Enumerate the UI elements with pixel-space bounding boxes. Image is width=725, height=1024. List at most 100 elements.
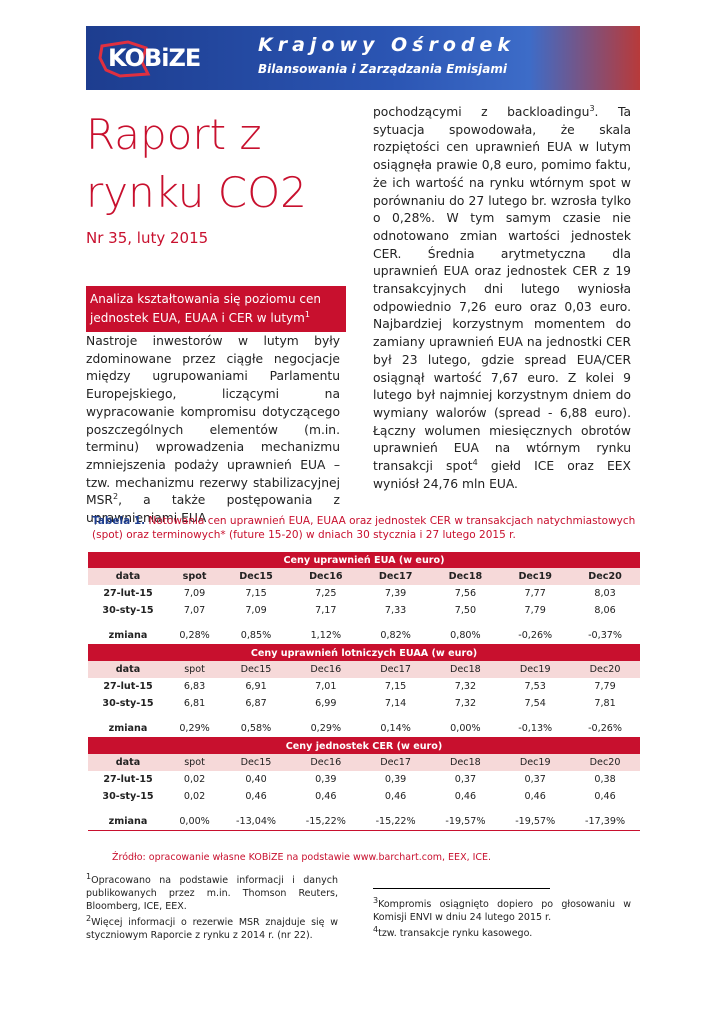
column-header: Dec19 xyxy=(500,661,571,678)
spacer xyxy=(88,712,640,720)
data-row: 27-lut-15 6,83 6,91 7,01 7,15 7,32 7,53 7,79 xyxy=(88,678,640,695)
footnote-number: 1 xyxy=(86,871,92,881)
cell: 0,46 xyxy=(594,791,616,802)
cell: 0,46 xyxy=(315,791,337,802)
footnote-ref: 1 xyxy=(304,310,310,319)
body-left: Nastroje inwestorów w lutym były zdomino… xyxy=(86,333,340,528)
summary-box: Analiza kształtowania się poziomu cen je… xyxy=(86,286,346,332)
header-title: Krajowy Ośrodek xyxy=(258,34,516,56)
footnote: 3Kompromis osiągnięto dopiero po głosowa… xyxy=(373,895,631,924)
row-label: zmiana xyxy=(88,813,168,831)
cell: 0,40 xyxy=(245,774,267,785)
footnote-number: 4 xyxy=(373,924,379,934)
column-header: data xyxy=(88,568,168,585)
section-header: Ceny jednostek CER (w euro) xyxy=(88,737,640,754)
footnote: 2Więcej informacji o rezerwie MSR znajdu… xyxy=(86,913,338,942)
column-header: data xyxy=(88,661,168,678)
footnote-text: Więcej informacji o rezerwie MSR znajduj… xyxy=(86,917,338,941)
table-source: Źródło: opracowanie własne KOBiZE na pod… xyxy=(112,852,492,863)
column-header: Dec18 xyxy=(430,754,501,771)
footnote-text: Kompromis osiągnięto dopiero po głosowan… xyxy=(373,899,631,923)
cell: 0,37 xyxy=(454,774,477,785)
logo-shape xyxy=(98,40,151,78)
column-header: Dec16 xyxy=(290,754,361,771)
spacer xyxy=(88,619,640,627)
column-header: Dec20 xyxy=(570,568,640,585)
column-header: Dec19 xyxy=(500,568,571,585)
cell: 6,81 xyxy=(183,698,206,709)
row-date: 27-lut-15 xyxy=(103,681,153,692)
footnote-number: 3 xyxy=(373,895,379,905)
body-text: Nastroje inwestorów w lutym były zdomino… xyxy=(86,334,340,508)
change-cell: 0,29% xyxy=(290,720,361,738)
change-row: zmiana 0,28% 0,85% 1,12% 0,82% 0,80% -0,26% -0,… xyxy=(88,627,640,645)
data-row: 30-sty-15 6,81 6,87 6,99 7,14 7,32 7,54 7,81 xyxy=(88,695,640,712)
cell: 8,06 xyxy=(594,605,616,616)
data-row: 27-lut-15 7,09 7,15 7,25 7,39 7,56 7,77 8,03 xyxy=(88,585,640,602)
cell: 7,81 xyxy=(594,698,616,709)
report-issue: Nr 35, luty 2015 xyxy=(86,229,209,247)
change-cell: -15,22% xyxy=(360,813,431,831)
cell: 7,17 xyxy=(315,605,337,616)
change-cell: -19,57% xyxy=(430,813,501,831)
cell: 7,09 xyxy=(183,588,206,599)
body-text: giełd ICE oraz EEX wyniósł 24,76 mln EUA… xyxy=(373,459,631,491)
cell: 0,37 xyxy=(524,774,546,785)
spacer xyxy=(88,805,640,813)
footnote-ref: 2 xyxy=(112,492,119,502)
change-cell: 1,12% xyxy=(290,627,361,645)
spacer-cell xyxy=(88,805,640,813)
row-date: 27-lut-15 xyxy=(103,588,153,599)
footnote-ref: 4 xyxy=(472,457,478,467)
price-table: Ceny uprawnień EUA (w euro) data spot Dec15… xyxy=(88,552,640,831)
footnote-number: 2 xyxy=(86,913,92,923)
column-header: Dec16 xyxy=(290,568,361,585)
cell: 7,56 xyxy=(454,588,477,599)
change-cell: -0,13% xyxy=(500,720,571,738)
cell: 7,32 xyxy=(454,698,477,709)
section-title: Ceny uprawnień EUA (w euro) xyxy=(88,552,640,568)
footnote-ref: 3 xyxy=(589,103,595,113)
table-caption: Tabela 1. Notowania cen uprawnień EUA, E… xyxy=(92,514,652,542)
cell: 0,46 xyxy=(384,791,407,802)
row-label: zmiana xyxy=(88,720,168,738)
cell: 0,39 xyxy=(384,774,407,785)
spacer-cell xyxy=(88,619,640,627)
cell: 7,15 xyxy=(384,681,407,692)
cell: 6,83 xyxy=(183,681,206,692)
row-date: 30-sty-15 xyxy=(102,605,154,616)
cell: 7,54 xyxy=(524,698,546,709)
cell: 7,77 xyxy=(524,588,546,599)
body-right: pochodzącymi z backloadingu3. Ta sytuacj… xyxy=(373,104,631,493)
header-subtitle: Bilansowania i Zarządzania Emisjami xyxy=(258,62,507,76)
column-header: Dec20 xyxy=(570,661,640,678)
change-cell: -15,22% xyxy=(290,813,361,831)
change-cell: -17,39% xyxy=(570,813,640,831)
cell: 0,46 xyxy=(454,791,477,802)
footnotes-right: 3Kompromis osiągnięto dopiero po głosowa… xyxy=(373,895,631,943)
change-cell: 0,85% xyxy=(221,627,291,645)
column-header: spot xyxy=(168,568,222,585)
section-title: Ceny uprawnień lotniczych EUAA (w euro) xyxy=(88,644,640,661)
change-row: zmiana 0,00% -13,04% -15,22% -15,22% -19,57% -… xyxy=(88,813,640,831)
cell: 7,07 xyxy=(183,605,206,616)
change-cell: 0,82% xyxy=(360,627,431,645)
cell: 7,33 xyxy=(384,605,407,616)
footnotes-left: 1Opracowano na podstawie informacji i da… xyxy=(86,871,338,945)
cell: 6,99 xyxy=(315,698,337,709)
cell: 0,02 xyxy=(183,774,206,785)
footnote: 4tzw. transakcje rynku kasowego. xyxy=(373,924,631,940)
cell: 7,53 xyxy=(524,681,546,692)
column-header: Dec15 xyxy=(221,661,291,678)
row-date: 27-lut-15 xyxy=(103,774,153,785)
cell: 0,38 xyxy=(594,774,616,785)
change-cell: -19,57% xyxy=(500,813,571,831)
cell: 7,79 xyxy=(524,605,546,616)
footnote: 1Opracowano na podstawie informacji i da… xyxy=(86,871,338,913)
header-banner: KOBiZE Krajowy Ośrodek Bilansowania i Za… xyxy=(86,26,640,90)
footnote-rule xyxy=(373,888,550,889)
column-header: Dec17 xyxy=(360,754,431,771)
column-header: spot xyxy=(168,661,222,678)
section-header: Ceny uprawnień lotniczych EUAA (w euro) xyxy=(88,644,640,661)
change-cell: 0,58% xyxy=(221,720,291,738)
